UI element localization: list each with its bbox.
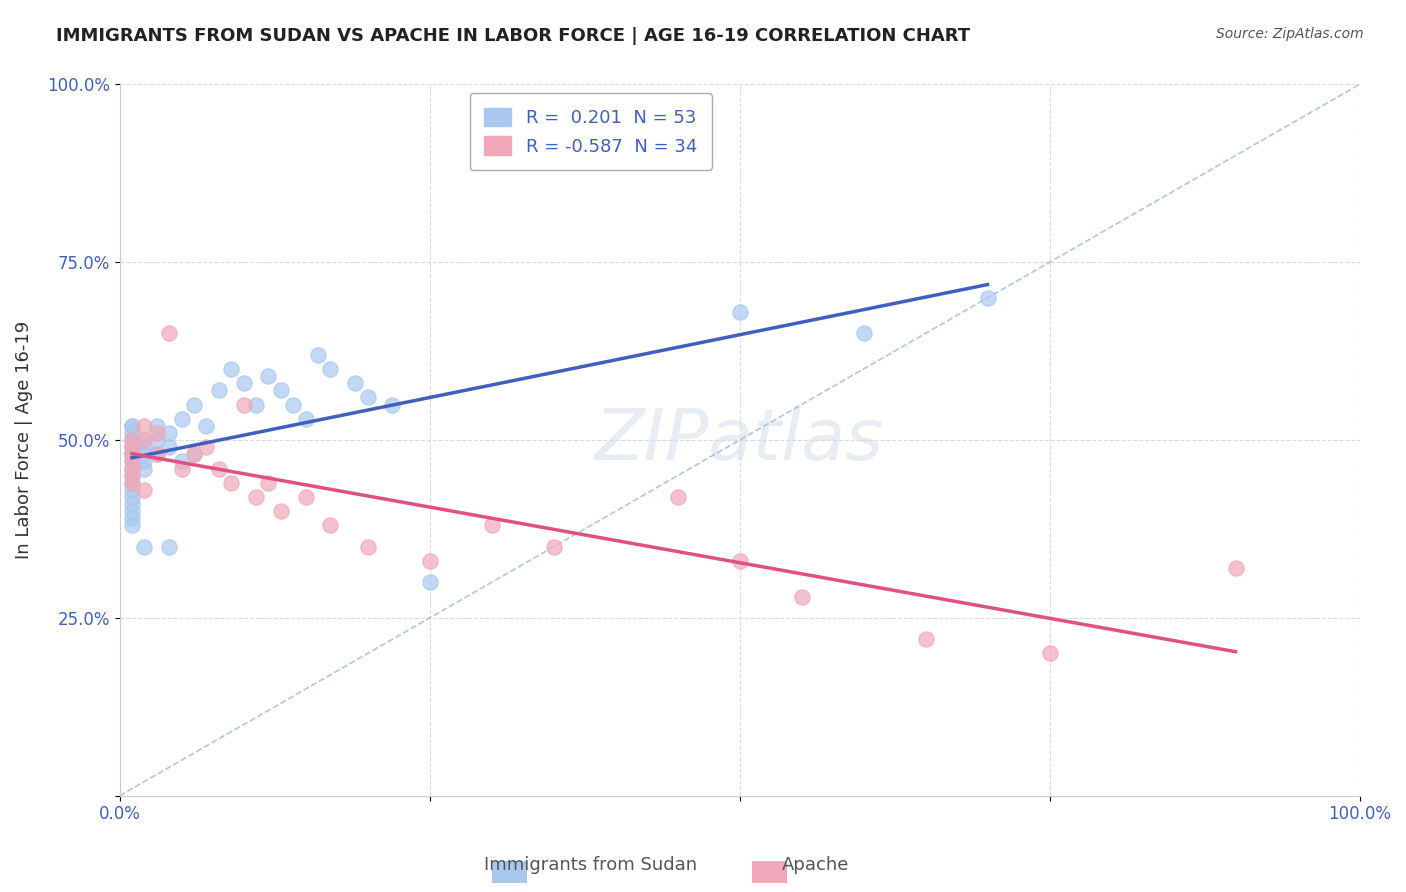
- Point: [121, 468, 143, 483]
- Point: [146, 447, 169, 461]
- Point: [728, 554, 751, 568]
- Point: [976, 291, 998, 305]
- Point: [270, 384, 292, 398]
- Point: [307, 348, 329, 362]
- Point: [245, 398, 267, 412]
- Point: [666, 490, 689, 504]
- Point: [121, 483, 143, 497]
- Point: [121, 454, 143, 468]
- Point: [157, 425, 180, 440]
- Point: [134, 433, 156, 447]
- Point: [121, 461, 143, 475]
- Point: [319, 362, 342, 376]
- Point: [419, 575, 441, 590]
- Point: [381, 398, 404, 412]
- Point: [294, 490, 316, 504]
- Point: [232, 376, 254, 391]
- Point: [134, 447, 156, 461]
- Point: [121, 497, 143, 511]
- Text: Immigrants from Sudan: Immigrants from Sudan: [484, 856, 697, 874]
- Point: [121, 418, 143, 433]
- Point: [344, 376, 367, 391]
- Legend: R =  0.201  N = 53, R = -0.587  N = 34: R = 0.201 N = 53, R = -0.587 N = 34: [470, 94, 711, 170]
- Point: [134, 483, 156, 497]
- Point: [134, 433, 156, 447]
- Point: [121, 468, 143, 483]
- Point: [134, 454, 156, 468]
- Point: [219, 475, 242, 490]
- Point: [146, 425, 169, 440]
- Point: [1225, 561, 1247, 575]
- Point: [208, 461, 231, 475]
- Text: ZIPatlas: ZIPatlas: [595, 406, 884, 475]
- Point: [356, 391, 378, 405]
- Point: [728, 305, 751, 319]
- Point: [183, 398, 205, 412]
- Point: [294, 411, 316, 425]
- Point: [270, 504, 292, 518]
- Point: [232, 398, 254, 412]
- Point: [195, 440, 218, 454]
- Point: [208, 384, 231, 398]
- Point: [121, 504, 143, 518]
- Point: [121, 518, 143, 533]
- Point: [134, 461, 156, 475]
- Point: [319, 518, 342, 533]
- Point: [134, 440, 156, 454]
- Point: [121, 511, 143, 525]
- Point: [121, 461, 143, 475]
- Point: [121, 447, 143, 461]
- Point: [121, 440, 143, 454]
- Point: [146, 447, 169, 461]
- Point: [121, 490, 143, 504]
- Point: [121, 433, 143, 447]
- Point: [543, 540, 565, 554]
- Point: [1038, 647, 1060, 661]
- Point: [121, 475, 143, 490]
- Point: [157, 326, 180, 341]
- Point: [481, 518, 503, 533]
- Point: [146, 433, 169, 447]
- Point: [790, 590, 813, 604]
- Point: [914, 632, 936, 647]
- Point: [183, 447, 205, 461]
- Point: [134, 540, 156, 554]
- Point: [852, 326, 875, 341]
- Point: [170, 461, 193, 475]
- Point: [146, 418, 169, 433]
- Point: [121, 447, 143, 461]
- Point: [195, 418, 218, 433]
- Point: [121, 475, 143, 490]
- Point: [170, 411, 193, 425]
- Point: [183, 447, 205, 461]
- Point: [219, 362, 242, 376]
- Point: [257, 369, 280, 384]
- Point: [121, 433, 143, 447]
- Point: [121, 447, 143, 461]
- Point: [121, 425, 143, 440]
- Text: IMMIGRANTS FROM SUDAN VS APACHE IN LABOR FORCE | AGE 16-19 CORRELATION CHART: IMMIGRANTS FROM SUDAN VS APACHE IN LABOR…: [56, 27, 970, 45]
- Point: [121, 433, 143, 447]
- Point: [121, 418, 143, 433]
- Text: Source: ZipAtlas.com: Source: ZipAtlas.com: [1216, 27, 1364, 41]
- Point: [283, 398, 305, 412]
- Point: [121, 454, 143, 468]
- Point: [134, 418, 156, 433]
- Point: [245, 490, 267, 504]
- Point: [157, 440, 180, 454]
- Text: Apache: Apache: [782, 856, 849, 874]
- Point: [257, 475, 280, 490]
- Point: [121, 440, 143, 454]
- Point: [170, 454, 193, 468]
- Point: [157, 540, 180, 554]
- Y-axis label: In Labor Force | Age 16-19: In Labor Force | Age 16-19: [15, 321, 32, 559]
- Point: [356, 540, 378, 554]
- Point: [419, 554, 441, 568]
- Point: [121, 447, 143, 461]
